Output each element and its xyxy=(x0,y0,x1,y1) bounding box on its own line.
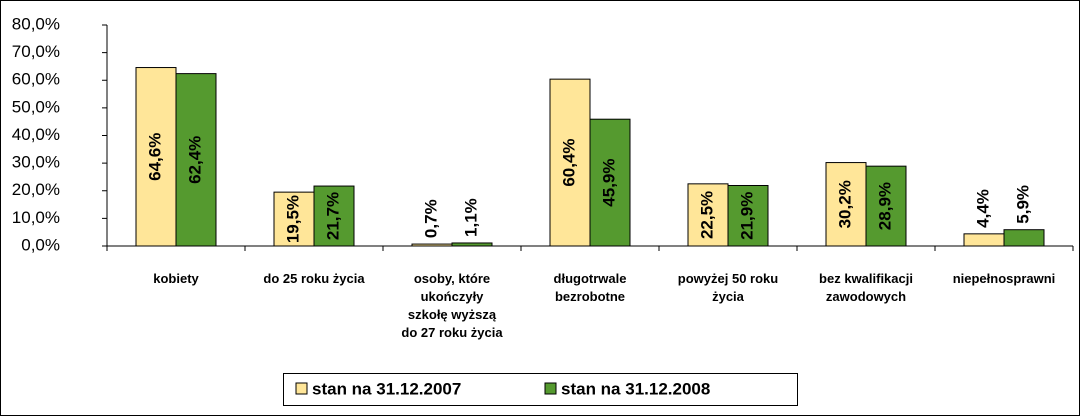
y-tick-label: 60,0% xyxy=(12,70,60,89)
x-tick-label: długotrwale bezrobotne xyxy=(553,271,627,304)
y-tick-label: 20,0% xyxy=(12,180,60,199)
legend-box xyxy=(283,373,798,406)
data-label: 30,2% xyxy=(835,180,854,228)
data-label: 0,7% xyxy=(421,199,440,238)
data-label: 4,4% xyxy=(973,189,992,228)
bar xyxy=(549,78,591,247)
y-tick-label: 0,0% xyxy=(21,235,60,254)
y-tick-label: 40,0% xyxy=(12,125,60,144)
data-label: 45,9% xyxy=(599,158,618,206)
y-tick-label: 80,0% xyxy=(12,14,60,33)
y-tick-label: 30,0% xyxy=(12,153,60,172)
bar xyxy=(727,185,769,247)
data-label: 5,9% xyxy=(1013,185,1032,224)
data-label: 21,7% xyxy=(323,192,342,240)
x-tick-label: do 25 roku życia xyxy=(263,271,365,286)
x-tick-label: osoby, które ukończyły szkołę wyższą do … xyxy=(401,271,503,340)
data-label: 1,1% xyxy=(461,198,480,237)
x-tick-label: niepełnosprawni xyxy=(952,271,1056,286)
x-tick-label: powyżej 50 roku życia xyxy=(677,271,779,304)
bar xyxy=(589,118,631,247)
data-label: 21,9% xyxy=(737,192,756,240)
bar xyxy=(865,165,907,247)
x-tick-label: kobiety xyxy=(153,271,199,286)
x-tick-label: bez kwalifikacji zawodowych xyxy=(819,271,913,304)
legend-swatch xyxy=(295,382,308,395)
bar xyxy=(687,183,729,247)
bar xyxy=(963,233,1005,247)
y-tick-label: 50,0% xyxy=(12,97,60,116)
data-label: 28,9% xyxy=(875,182,894,230)
data-label: 60,4% xyxy=(559,138,578,186)
legend-label: stan na 31.12.2008 xyxy=(561,379,710,398)
legend-label: stan na 31.12.2007 xyxy=(312,379,461,398)
bar xyxy=(175,73,217,247)
bar xyxy=(313,185,355,247)
bar xyxy=(411,243,453,247)
data-label: 64,6% xyxy=(145,133,164,181)
data-label: 22,5% xyxy=(697,191,716,239)
y-tick-label: 10,0% xyxy=(12,208,60,227)
data-label: 19,5% xyxy=(283,195,302,243)
data-label: 62,4% xyxy=(185,136,204,184)
legend-swatch xyxy=(544,382,557,395)
y-tick-label: 70,0% xyxy=(12,42,60,61)
bar xyxy=(273,191,315,247)
bar xyxy=(451,242,493,247)
bar xyxy=(1003,229,1045,247)
legend: stan na 31.12.2007 stan na 31.12.2008 xyxy=(283,373,798,406)
bar xyxy=(135,67,177,247)
bar xyxy=(825,162,867,247)
